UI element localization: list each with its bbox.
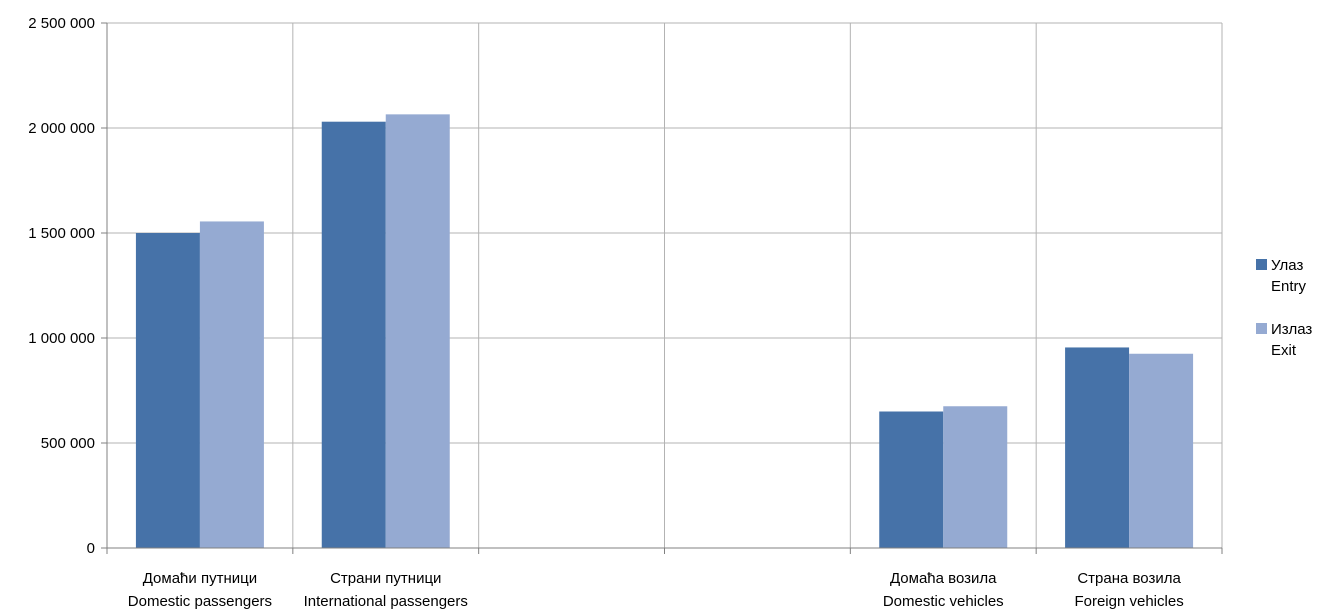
legend: Улаз Entry Излаз Exit — [1256, 257, 1312, 359]
category-label-line1: Страна возила — [1077, 570, 1181, 587]
axis-layer — [101, 22, 1223, 554]
y-tick-label: 2 500 000 — [28, 15, 95, 32]
category-label-line2: Domestic vehicles — [883, 593, 1004, 610]
legend-label-line2: Exit — [1271, 342, 1297, 359]
category-label-line2: Foreign vehicles — [1074, 593, 1183, 610]
bar-series-0-cat-1 — [321, 121, 386, 548]
category-label-line1: Домаћа возила — [890, 570, 997, 587]
legend-label-line1: Улаз — [1271, 257, 1303, 274]
bar-series-0-cat-0 — [135, 233, 200, 548]
y-axis-tick-labels: 0 500 000 1 000 000 1 500 000 2 000 000 2 500… — [28, 15, 95, 557]
category-label-line1: Страни путници — [330, 570, 441, 587]
bars-layer — [135, 114, 1194, 548]
y-tick-label: 0 — [87, 540, 95, 557]
category-label-line2: International passengers — [304, 593, 468, 610]
y-tick-label: 2 000 000 — [28, 120, 95, 137]
legend-swatch-0 — [1256, 259, 1267, 270]
y-tick-label: 1 500 000 — [28, 225, 95, 242]
x-axis-category-labels: Домаћи путници Domestic passengers Страни … — [128, 570, 1184, 610]
bar-series-1-cat-1 — [385, 114, 450, 548]
legend-swatch-1 — [1256, 323, 1267, 334]
bar-series-1-cat-5 — [1129, 353, 1194, 548]
legend-label-line1: Излаз — [1271, 321, 1312, 338]
legend-label-line2: Entry — [1271, 278, 1307, 295]
bar-series-0-cat-5 — [1065, 347, 1130, 548]
grid-layer — [107, 22, 1223, 548]
bar-series-0-cat-4 — [879, 411, 944, 548]
y-tick-label: 500 000 — [41, 435, 95, 452]
bar-series-1-cat-0 — [199, 221, 264, 548]
bar-series-1-cat-4 — [943, 406, 1008, 548]
category-label-line2: Domestic passengers — [128, 593, 272, 610]
y-tick-label: 1 000 000 — [28, 330, 95, 347]
category-label-line1: Домаћи путници — [143, 570, 257, 587]
